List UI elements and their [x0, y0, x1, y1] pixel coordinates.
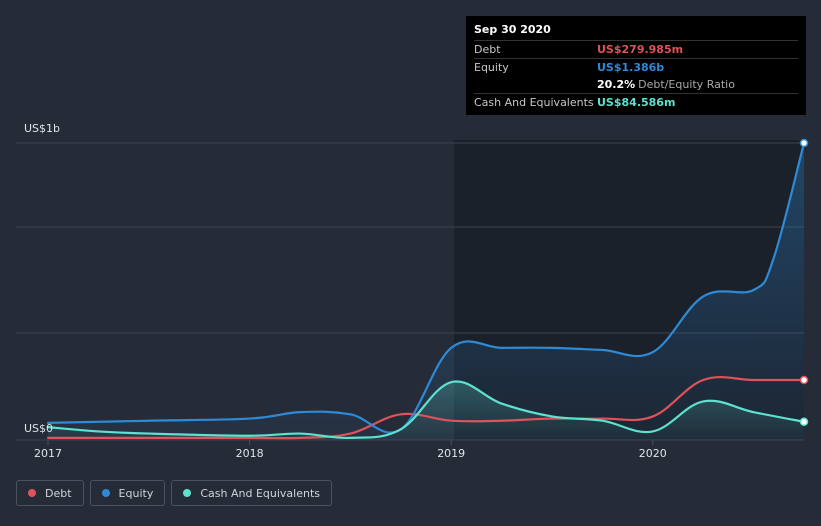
tooltip-equity-value: US$1.386b — [597, 61, 665, 74]
tooltip-equity-label: Equity — [474, 61, 509, 74]
equity-endpoint[interactable] — [799, 138, 809, 148]
tooltip-debt-value: US$279.985m — [597, 43, 684, 56]
equity-dot-icon — [101, 489, 110, 497]
equity-area — [48, 143, 804, 440]
cash-dot-icon — [183, 489, 192, 497]
tooltip: Sep 30 2020 Debt US$279.985m Equity US$1… — [466, 16, 806, 115]
x-tick-label-2017: 2017 — [34, 447, 62, 460]
debt-endpoint[interactable] — [799, 375, 809, 385]
legend-equity-label: Equity — [118, 486, 154, 500]
tooltip-ratio-label: Debt/Equity Ratio — [638, 78, 735, 91]
cash-area — [48, 381, 804, 440]
tooltip-date: Sep 30 2020 — [474, 23, 551, 36]
debt-dot-icon — [28, 489, 36, 497]
tooltip-cash-label: Cash And Equivalents — [474, 96, 594, 109]
legend-cash-label: Cash And Equivalents — [200, 486, 320, 500]
tooltip-ratio-row: 20.2% Debt/Equity Ratio — [474, 76, 798, 93]
legend-item-equity[interactable]: Equity — [89, 480, 166, 506]
y-axis-bottom-label: US$0 — [24, 422, 53, 435]
legend-item-debt[interactable]: Debt — [16, 480, 84, 506]
equity-line — [46, 141, 806, 434]
tooltip-cash-row: Cash And Equivalents US$84.586m — [474, 93, 798, 111]
tooltip-debt-row: Debt US$279.985m — [474, 40, 798, 58]
x-tick-label-2019: 2019 — [437, 447, 465, 460]
x-tick-label-2020: 2020 — [639, 447, 667, 460]
legend: Debt Equity Cash And Equivalents — [16, 480, 332, 506]
tooltip-debt-label: Debt — [474, 43, 501, 56]
legend-item-cash[interactable]: Cash And Equivalents — [171, 480, 332, 506]
tooltip-ratio-value: 20.2% — [597, 78, 636, 91]
cash-endpoint[interactable] — [799, 417, 809, 427]
tooltip-cash-value: US$84.586m — [597, 96, 676, 109]
x-tick-label-2018: 2018 — [236, 447, 264, 460]
legend-debt-label: Debt — [45, 486, 72, 500]
cash-line — [46, 380, 806, 440]
tooltip-equity-row: Equity US$1.386b — [474, 58, 798, 76]
y-axis-top-label: US$1b — [24, 122, 60, 135]
debt-line — [46, 376, 806, 440]
